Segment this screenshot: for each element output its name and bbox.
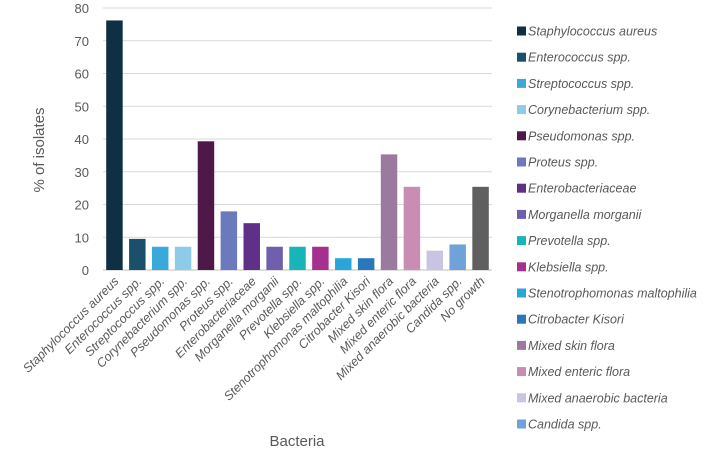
y-axis-title: % of isolates [31, 107, 48, 192]
bar [312, 246, 329, 270]
y-tick-label: 80 [75, 1, 89, 16]
bar [174, 246, 192, 270]
y-tick-label: 30 [75, 165, 89, 180]
bar [106, 20, 123, 270]
legend-swatch [517, 236, 526, 246]
bar [266, 246, 283, 270]
legend-swatch [517, 393, 526, 403]
y-tick-label: 60 [75, 67, 89, 82]
legend-swatch [517, 78, 526, 88]
legend: Staphylococcus aureus Enterococcus spp. St… [517, 25, 697, 432]
legend-label: Mixed enteric flora [528, 365, 630, 379]
legend-label: Klebsiella spp. [528, 260, 609, 274]
bar [289, 246, 306, 270]
legend-swatch [517, 209, 526, 219]
legend-label: Mixed skin flora [528, 339, 615, 353]
legend-label: Enterococcus spp. [528, 51, 631, 65]
y-tick-label: 0 [82, 263, 89, 278]
bar [380, 154, 398, 270]
bars [106, 20, 489, 270]
bar [129, 238, 146, 270]
y-tick-label: 20 [75, 198, 89, 213]
legend-label: Staphylococcus aureus [528, 25, 657, 39]
bar [426, 250, 444, 270]
gridlines [103, 7, 492, 238]
legend-swatch [517, 52, 526, 62]
legend-label: Corynebacterium spp. [528, 103, 650, 117]
legend-label: Proteus spp. [528, 156, 598, 170]
legend-swatch [517, 26, 526, 36]
legend-label: Mixed anaerobic bacteria [528, 391, 668, 405]
legend-label: Morganella morganii [528, 208, 642, 222]
y-tick-label: 70 [75, 34, 89, 49]
legend-label: Candida spp. [528, 418, 602, 432]
y-tick-label: 40 [75, 132, 89, 147]
y-axis-ticks: 0 10 20 30 40 50 60 70 80 [75, 1, 89, 278]
y-tick-label: 10 [75, 230, 89, 245]
legend-label: Enterobacteriaceae [528, 182, 636, 196]
legend-swatch [517, 157, 526, 167]
bar [472, 186, 489, 270]
bar [197, 141, 215, 270]
legend-label: Streptococcus spp. [528, 77, 634, 91]
legend-label: Citrobacter Kisori [528, 313, 625, 327]
bar [357, 258, 375, 270]
bar [151, 246, 169, 270]
bar [243, 223, 260, 270]
legend-swatch [517, 340, 526, 350]
legend-swatch [517, 105, 526, 115]
legend-swatch [517, 183, 526, 193]
bar [335, 258, 352, 270]
legend-swatch [517, 131, 526, 141]
legend-label: Pseudomonas spp. [528, 129, 635, 143]
bar [449, 244, 466, 270]
legend-swatch [517, 419, 526, 429]
bar [403, 186, 421, 270]
legend-label: Stenotrophomonas maltophilia [528, 287, 697, 301]
legend-label: Prevotella spp. [528, 234, 611, 248]
legend-swatch [517, 288, 526, 298]
legend-swatch [517, 314, 526, 324]
bar [220, 211, 238, 270]
legend-swatch [517, 367, 526, 377]
y-tick-label: 50 [75, 99, 89, 114]
x-axis-title: Bacteria [269, 433, 325, 450]
legend-swatch [517, 262, 526, 272]
